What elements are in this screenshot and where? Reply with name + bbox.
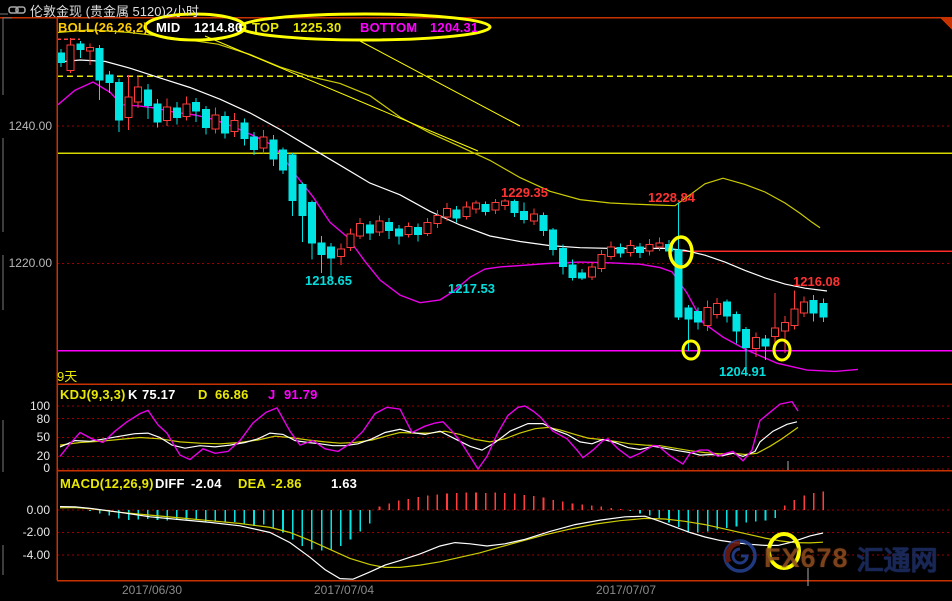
boll-bottom-value: 1204.31 <box>430 20 479 35</box>
kdj-layer <box>59 400 799 471</box>
highlight-ellipse <box>143 12 247 42</box>
watermark: FX678 汇通网 <box>722 538 938 579</box>
macd-diff-label: DIFF <box>155 476 185 491</box>
candles-layer <box>57 38 828 368</box>
boll-top-value: 1225.30 <box>293 20 342 35</box>
price-annotation: 1218.65 <box>305 273 352 288</box>
macd-indicator-name[interactable]: MACD(12,26,9) <box>60 476 154 491</box>
macd-dea-label: DEA <box>238 476 267 491</box>
price-annotation: 1216.08 <box>793 274 840 289</box>
grid-layer <box>57 38 952 556</box>
kdj-indicator-name[interactable]: KDJ(9,3,3) <box>60 387 126 402</box>
macd-dea-value: -2.86 <box>271 476 302 491</box>
boll-mid-value: 1214.80 <box>194 20 243 35</box>
watermark-brand: FX678 <box>764 543 849 573</box>
price-axis-label: 1220.00 <box>8 256 52 270</box>
price-annotation: 1204.91 <box>719 364 766 379</box>
kdj-axis-label: 100 <box>29 399 50 413</box>
macd-layer <box>59 491 825 580</box>
boll-mid-label: MID <box>156 20 181 35</box>
kdj-k-value: 75.17 <box>142 387 176 402</box>
highlight-ellipse <box>767 532 801 570</box>
price-annotation: 1229.35 <box>501 185 548 200</box>
hand-annotations-layer <box>143 12 801 570</box>
macd-axis-label: -4.00 <box>22 548 50 562</box>
kdj-k-label: K <box>128 387 138 402</box>
chart-title: 伦敦金现 (贵金属 5120)2小时 <box>30 4 200 19</box>
corner-wedge-icon <box>940 18 952 30</box>
kdj-axis-label: 0 <box>43 461 50 475</box>
kdj-axis-label: 80 <box>36 412 50 426</box>
kdj-axis-label: 20 <box>36 449 50 463</box>
kdj-j-label: J <box>268 387 276 402</box>
kdj-j-value: 91.79 <box>284 387 318 402</box>
boll-indicator-name[interactable]: BOLL(26,26,2) <box>58 20 149 35</box>
date-tick-label: 2017/06/30 <box>121 583 183 597</box>
macd-axis-label: 0.00 <box>26 503 50 517</box>
kdj-axis-label: 50 <box>36 430 50 444</box>
macd-value: 1.63 <box>331 476 358 491</box>
watermark-site: 汇通网 <box>856 546 938 576</box>
highlight-ellipse <box>772 338 792 362</box>
price-axis-label: 1240.00 <box>8 119 52 133</box>
highlight-ellipse <box>238 12 492 42</box>
price-annotation: 1228.84 <box>648 190 695 205</box>
side-marks-layer <box>0 13 809 586</box>
date-tick-label: 2017/07/07 <box>595 583 657 597</box>
period-note: 9天 <box>57 369 78 384</box>
kdj-d-label: D <box>198 387 208 402</box>
date-tick-label: 2017/07/04 <box>313 583 375 597</box>
fx678-logo-icon <box>722 538 758 579</box>
boll-top-label: TOP <box>252 20 280 35</box>
highlight-ellipse <box>668 235 694 269</box>
highlight-ellipse <box>681 339 701 361</box>
macd-axis-label: -2.00 <box>22 525 50 539</box>
price-annotation: 1217.53 <box>448 281 495 296</box>
boll-bottom-label: BOTTOM <box>360 20 418 35</box>
macd-diff-value: -2.04 <box>191 476 222 491</box>
link-icon[interactable] <box>8 3 26 21</box>
kdj-d-value: 66.86 <box>215 387 249 402</box>
